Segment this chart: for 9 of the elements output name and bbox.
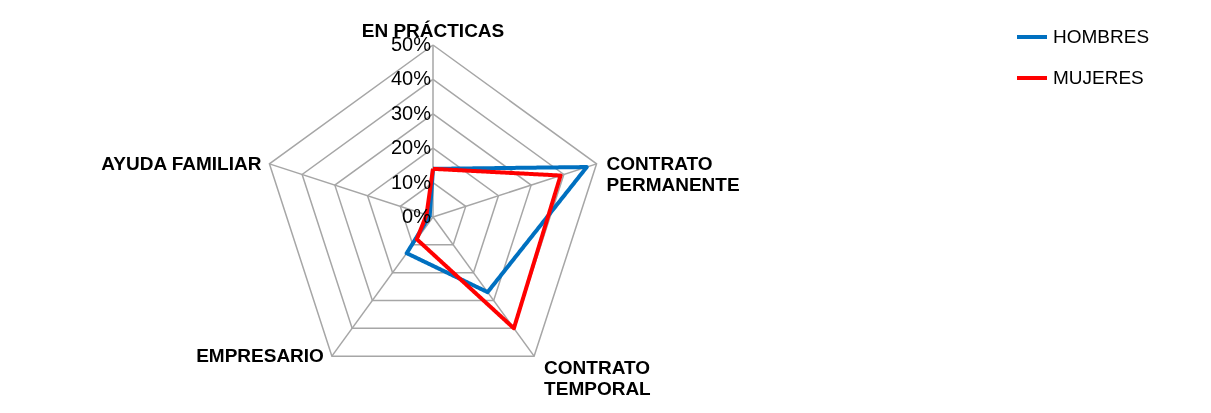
spoke-label: EMPRESARIO — [196, 345, 324, 367]
legend-label: HOMBRES — [1053, 26, 1150, 47]
y-tick-label: 20% — [390, 136, 432, 159]
legend-label: MUJERES — [1053, 67, 1144, 88]
y-tick-label: 40% — [390, 67, 432, 90]
spoke-label: CONTRATO PERMANENTE — [606, 152, 740, 195]
spoke-label: AYUDA FAMILIAR — [101, 152, 262, 174]
y-tick-label: 30% — [390, 101, 432, 124]
spoke-label: CONTRATO TEMPORAL — [544, 357, 652, 400]
